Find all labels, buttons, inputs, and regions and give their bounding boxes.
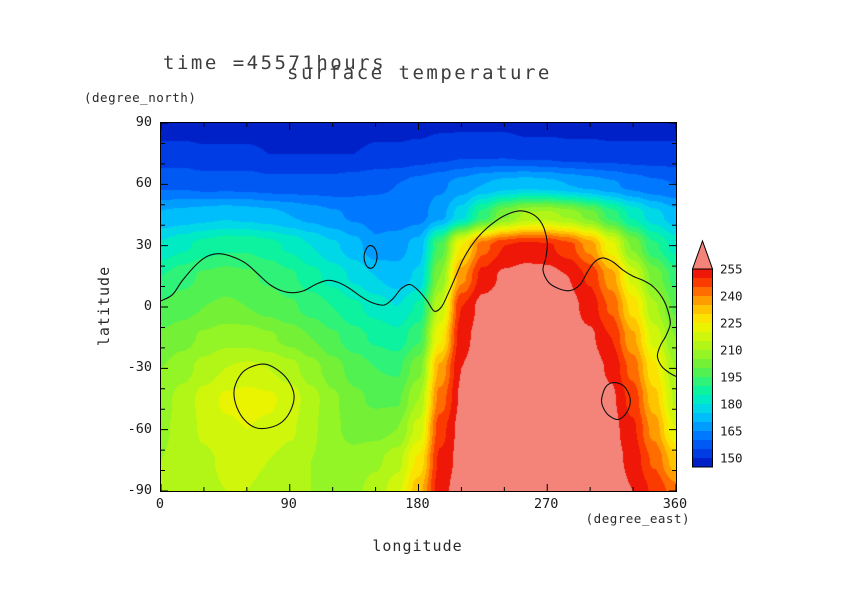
y-tick-label--60: -60 — [127, 420, 152, 437]
colorbar-label-240: 240 — [720, 289, 743, 304]
colorbar-band — [692, 377, 713, 386]
y-tick-label-60: 60 — [135, 175, 152, 192]
y-axis-units-label: (degree_north) — [84, 90, 197, 105]
colorbar-label-225: 225 — [720, 316, 743, 331]
colorbar-band — [692, 278, 713, 287]
colorbar-band — [692, 269, 713, 278]
x-tick-label-180: 180 — [405, 496, 430, 512]
time-annotation: time =45571hours — [163, 52, 387, 74]
x-axis-label: longitude — [372, 537, 463, 555]
colorbar-band — [692, 314, 713, 323]
x-axis-units-label: (degree_east) — [585, 511, 690, 526]
temperature-field-canvas — [161, 123, 676, 491]
colorbar-band — [692, 449, 713, 458]
colorbar-scale: 255 240 225 210 195 180 165 150 — [691, 239, 743, 468]
colorbar-band — [692, 440, 713, 449]
contour-overlay — [161, 123, 676, 491]
x-tick-label-270: 270 — [534, 496, 559, 512]
x-tick-label-0: 0 — [155, 496, 165, 512]
axis-tick-marks — [161, 123, 676, 491]
y-tick-label-30: 30 — [135, 236, 152, 253]
colorbar-band — [692, 287, 713, 296]
y-tick-label-90: 90 — [135, 114, 152, 130]
colorbar-band — [692, 305, 713, 314]
colorbar-label-210: 210 — [720, 343, 743, 358]
colorbar-band — [692, 404, 713, 413]
plot-area — [160, 122, 677, 492]
plot-title: surface temperature — [287, 62, 552, 84]
colorbar-frame — [692, 268, 713, 468]
y-tick-label-0: 0 — [143, 298, 152, 314]
colorbar-overflow-arrow — [691, 239, 714, 270]
colorbar: 255 240 225 210 195 180 165 150 — [691, 233, 770, 495]
colorbar-band — [692, 359, 713, 368]
colorbar-band — [692, 395, 713, 404]
colorbar-band — [692, 413, 713, 422]
colorbar-band — [692, 323, 713, 332]
colorbar-band — [692, 386, 713, 395]
x-tick-label-90: 90 — [280, 496, 297, 512]
colorbar-band — [692, 332, 713, 341]
colorbar-label-195: 195 — [720, 370, 743, 385]
colorbar-band — [692, 350, 713, 359]
x-tick-label-360: 360 — [662, 496, 688, 512]
y-tick-label--90: -90 — [127, 482, 152, 498]
colorbar-label-255: 255 — [720, 262, 743, 277]
topography-contour-line — [161, 210, 676, 430]
colorbar-band — [692, 341, 713, 350]
y-tick-label--30: -30 — [127, 359, 152, 376]
colorbar-label-150: 150 — [720, 451, 743, 466]
colorbar-band — [692, 422, 713, 431]
colorbar-label-180: 180 — [720, 397, 743, 412]
colorbar-band — [692, 458, 713, 467]
colorbar-label-165: 165 — [720, 424, 743, 439]
colorbar-band — [692, 431, 713, 440]
colorbar-band — [692, 296, 713, 305]
colorbar-band — [692, 368, 713, 377]
